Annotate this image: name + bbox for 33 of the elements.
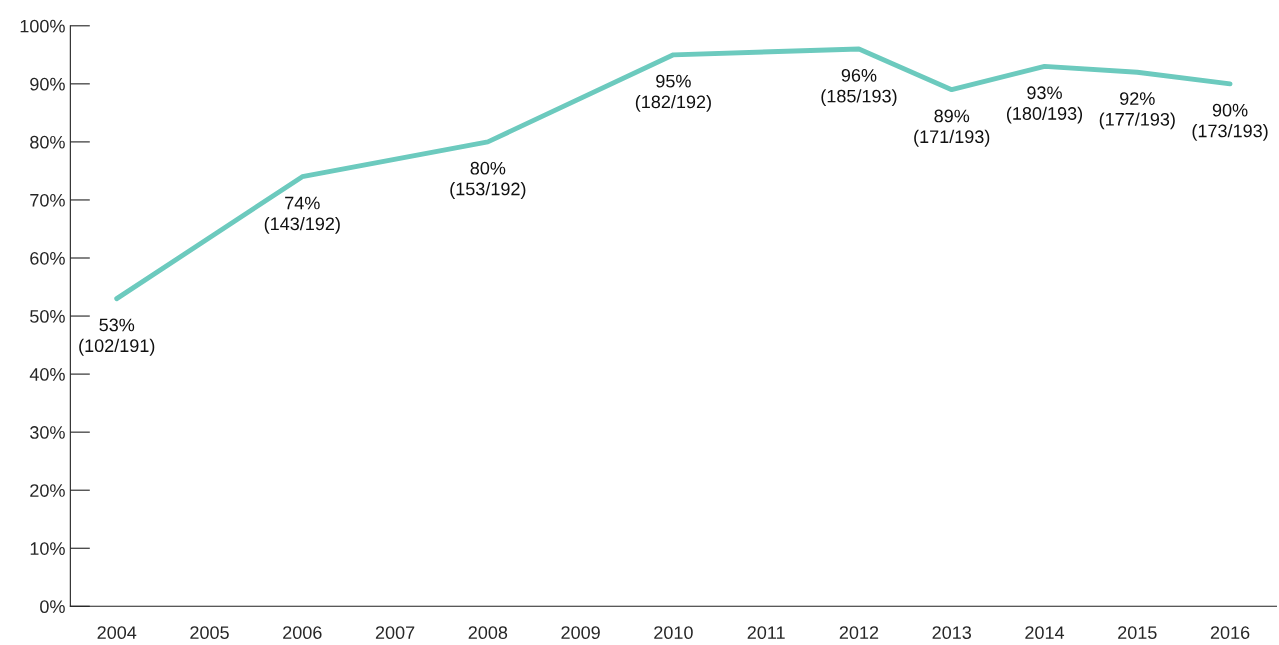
- y-tick-label: 90%: [30, 77, 65, 91]
- data-label: 90% (173/193): [1192, 103, 1268, 141]
- data-label: 93% (180/193): [1006, 86, 1083, 124]
- y-tick-label: 50%: [30, 309, 65, 323]
- y-tick-label: 40%: [29, 368, 65, 381]
- x-tick-label: 2008: [468, 626, 508, 640]
- data-label: 53% (102/191): [79, 318, 155, 356]
- data-label: 80% (153/192): [450, 161, 526, 199]
- y-tick-label: 10%: [30, 542, 65, 555]
- data-label: 74% (143/192): [264, 196, 340, 234]
- y-tick-label: 60%: [30, 251, 65, 265]
- y-tick-label: 20%: [30, 484, 65, 497]
- x-tick-label: 2009: [561, 626, 600, 640]
- data-label: 92% (177/193): [1099, 92, 1175, 130]
- y-tick-label: 100%: [20, 19, 65, 33]
- x-tick-label: 2007: [375, 626, 415, 640]
- x-tick-label: 2014: [1025, 626, 1065, 640]
- y-tick-label: 0%: [40, 600, 65, 614]
- y-tick-label: 80%: [30, 135, 65, 149]
- x-tick-label: 2010: [654, 626, 693, 640]
- data-label: 89% (171/193): [914, 109, 990, 147]
- x-tick-label: 2011: [747, 626, 785, 640]
- x-tick-label: 2013: [932, 626, 972, 640]
- x-tick-label: 2015: [1118, 626, 1157, 640]
- x-tick-label: 2012: [839, 626, 879, 640]
- x-tick-label: 2016: [1210, 626, 1250, 640]
- data-label: 95% (182/192): [635, 74, 711, 112]
- data-label: 96% (185/193): [821, 68, 897, 107]
- y-tick-label: 30%: [30, 426, 65, 439]
- y-tick-label: 70%: [30, 193, 65, 207]
- x-tick-label: 2006: [283, 626, 322, 640]
- x-tick-label: 2005: [190, 626, 229, 640]
- x-tick-label: 2004: [97, 626, 137, 640]
